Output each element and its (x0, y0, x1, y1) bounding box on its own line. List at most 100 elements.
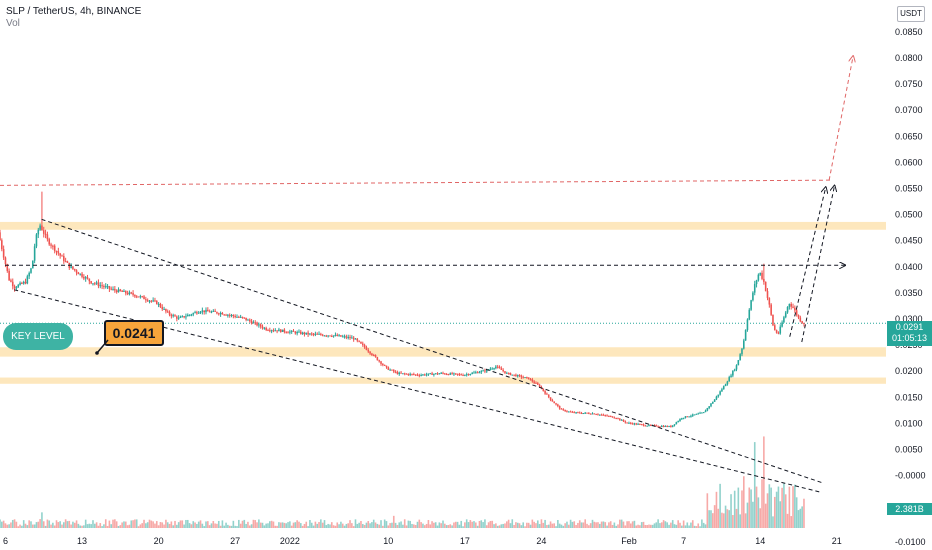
price-axis[interactable]: 0.0850 0.0800 0.0750 0.0700 0.0650 0.0600 0.05… (895, 27, 926, 547)
candle-body (597, 414, 599, 416)
volume-bar (352, 526, 355, 528)
price-callout[interactable]: 0.0241 (104, 320, 164, 346)
volume-bar (270, 520, 273, 528)
zone-1[interactable] (0, 221, 886, 230)
volume-bar (205, 521, 207, 528)
trendline-5[interactable] (789, 187, 826, 337)
x-tick-label: 6 (3, 536, 8, 546)
candle-body (177, 317, 180, 319)
candle-body (752, 292, 754, 301)
volume-bar (310, 522, 313, 528)
currency-button[interactable]: USDT (897, 6, 925, 22)
volume-bar (126, 525, 129, 528)
volume-bar (783, 483, 785, 528)
candle-body (604, 414, 607, 416)
volume-bar (188, 523, 191, 528)
x-tick-label: 10 (383, 536, 393, 546)
volume-bar (794, 484, 796, 528)
candle-body (679, 419, 681, 422)
candle-body (137, 296, 140, 298)
candle-body (292, 330, 295, 332)
candle-body (697, 413, 700, 415)
trendline-6[interactable] (801, 185, 835, 343)
candle-body (8, 270, 10, 281)
candle-body (407, 373, 410, 375)
volume-bar (529, 524, 532, 528)
candle-body (712, 401, 714, 404)
target-line-4[interactable] (828, 56, 853, 181)
key-level-label[interactable]: KEY LEVEL (3, 323, 73, 350)
volume-bar (695, 526, 698, 528)
volume-bar (170, 521, 173, 528)
candle-body (704, 410, 707, 413)
candle-body (52, 245, 54, 247)
volume-bar (538, 523, 541, 528)
volume-bar (582, 522, 585, 528)
candle-body (475, 372, 477, 374)
candle-body (70, 266, 72, 268)
zone-2[interactable] (0, 347, 886, 357)
volume-bar (179, 520, 182, 528)
volume-bar (495, 523, 497, 528)
candle-body (174, 315, 176, 317)
volume-bar (285, 523, 288, 528)
volume-bar (248, 525, 251, 528)
candle-body (117, 289, 120, 293)
candle-body (591, 413, 594, 415)
candle-body (92, 283, 94, 285)
candle-body (365, 347, 368, 350)
candle-body (535, 382, 537, 384)
candle-body (777, 332, 780, 334)
volume-bar (775, 491, 778, 528)
candle-body (640, 424, 643, 426)
candle-body (420, 374, 422, 376)
volume-bar (413, 524, 415, 528)
volume-bar (283, 522, 286, 528)
candle-body (287, 332, 289, 334)
volume-bar (487, 522, 490, 528)
volume-bar (533, 521, 535, 528)
volume-bar (544, 519, 546, 528)
volume-bar (447, 525, 450, 528)
candle-body (763, 278, 765, 282)
volume-bar (234, 525, 236, 528)
candle-body (314, 333, 317, 335)
candle-body (440, 372, 442, 374)
trendline-2[interactable] (14, 289, 822, 493)
volume-bar (431, 521, 433, 528)
candle-body (795, 310, 798, 316)
volume-bar (722, 513, 725, 528)
candle-body (611, 416, 614, 418)
candle-body (409, 373, 411, 375)
candle-body (708, 406, 710, 409)
volume-bar (13, 519, 16, 528)
candle-body (600, 414, 603, 416)
volume-bar (733, 490, 736, 528)
volume-bar (376, 523, 379, 528)
candle-body (371, 353, 373, 356)
volume-bar (427, 520, 430, 528)
volume-bar (363, 524, 366, 528)
volume-bar (400, 521, 402, 528)
volume-bar (6, 524, 9, 528)
target-line-3[interactable] (0, 179, 832, 186)
candle-body (770, 304, 772, 315)
candle-body (557, 404, 559, 407)
candle-body (289, 331, 291, 333)
volume-bar (522, 522, 525, 528)
last-price-badge: 0.0291 01:05:13 (887, 321, 932, 346)
x-tick-label: 17 (460, 536, 470, 546)
candle-body (88, 278, 91, 282)
candle-body (518, 375, 521, 377)
symbol-label[interactable]: SLP / TetherUS, 4h, BINANCE (6, 6, 142, 17)
zone-3[interactable] (0, 377, 886, 384)
time-axis[interactable]: 6 13 20 27 2022 10 17 24 Feb 7 14 21 (3, 536, 842, 546)
candle-body (677, 421, 679, 423)
candle-body (334, 334, 337, 336)
support-resistance-zones (0, 221, 886, 384)
trendlines[interactable] (0, 56, 853, 493)
volume-bar (557, 520, 559, 528)
volume-bar (42, 521, 45, 528)
candle-body (219, 312, 222, 315)
